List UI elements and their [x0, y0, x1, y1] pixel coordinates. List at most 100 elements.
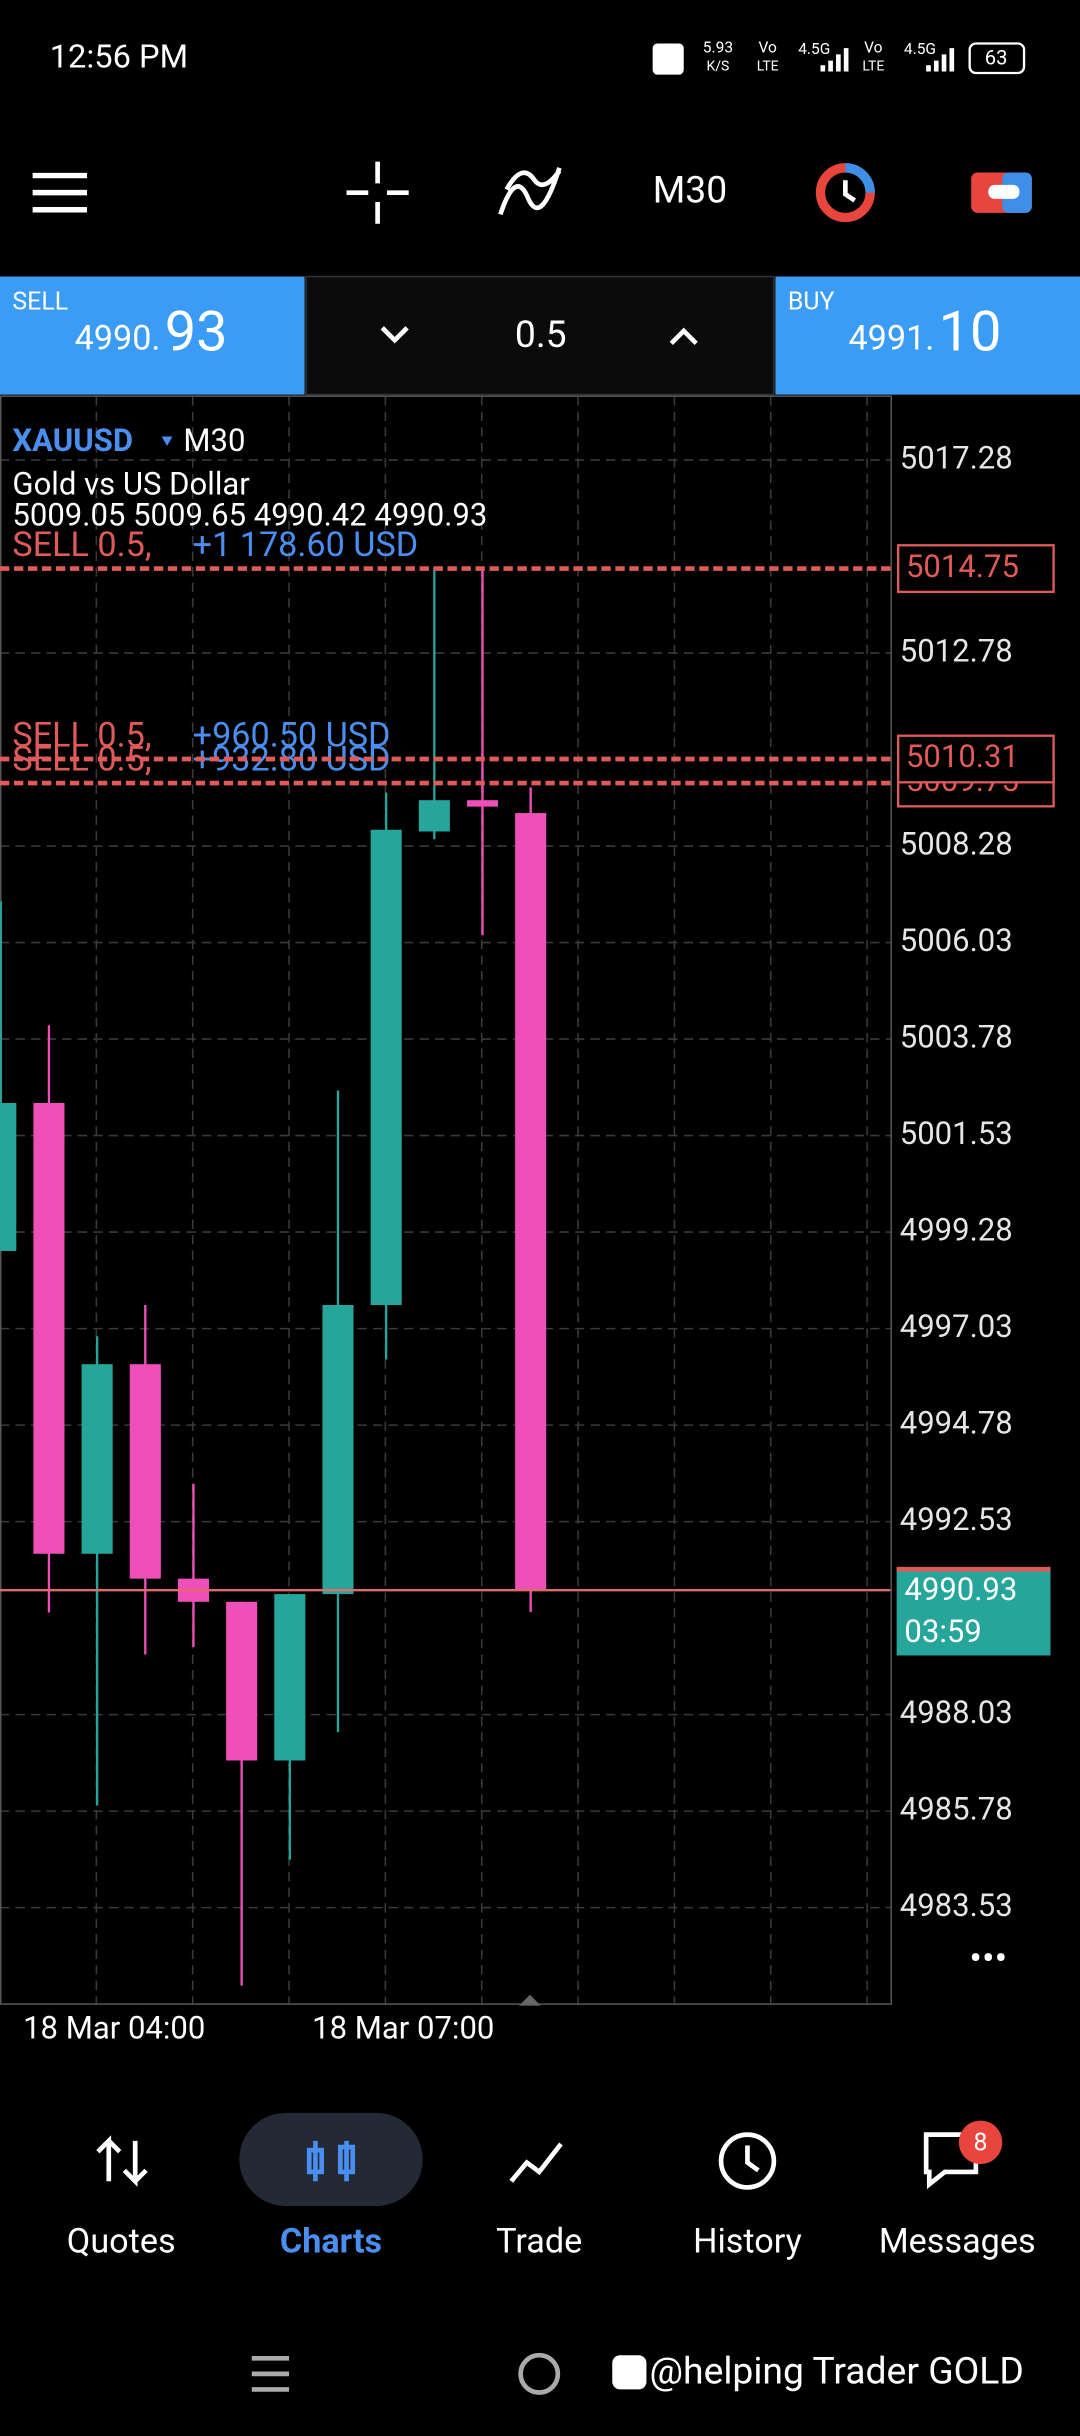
crosshair-icon[interactable] — [346, 161, 409, 224]
bottom-nav: 8 Quotes Charts Trade History Messages — [67, 2112, 1036, 2261]
signal — [926, 48, 955, 72]
y-tick-label: 4999.28 — [900, 1211, 1013, 1248]
y-tick-label: 4992.53 — [900, 1501, 1013, 1538]
candle-body — [0, 1102, 17, 1251]
charts-icon-part — [306, 2147, 324, 2175]
nfc-icon — [652, 43, 684, 75]
menu-icon[interactable] — [32, 172, 88, 213]
candle-body — [33, 1102, 65, 1554]
nav-label[interactable]: History — [693, 2221, 802, 2261]
candle-body — [81, 1364, 113, 1554]
y-tick-label: 5006.03 — [900, 922, 1013, 959]
trade-nav-icon — [509, 2142, 563, 2183]
candle-body — [274, 1594, 306, 1761]
current-price: 4990.93 — [904, 1571, 1017, 1608]
candle-body — [226, 1601, 258, 1761]
symbol-description: Gold vs US Dollar — [12, 465, 250, 502]
order-profit: +1 178.60 USD — [193, 525, 418, 565]
current-price-box — [896, 1566, 1051, 1656]
y-tick-label: 5017.28 — [900, 439, 1013, 476]
watermark: @helping Trader GOLD — [650, 2350, 1024, 2394]
trade-icon-part — [988, 184, 1020, 199]
order-label: SELL 0.5, — [12, 525, 151, 565]
candle-body — [129, 1364, 161, 1579]
chart-header: XAUUSD M30 Gold vs US Dollar 5009.05 500… — [12, 422, 487, 534]
order-price: 5010.31 — [906, 738, 1019, 775]
candle-body — [370, 829, 402, 1305]
indicator-icon[interactable] — [498, 167, 562, 216]
volume-box — [305, 275, 775, 396]
y-tick-label: 4994.78 — [900, 1404, 1013, 1441]
history-icon — [718, 2132, 777, 2190]
objects-icon-part — [845, 163, 875, 193]
more-icon[interactable]: ••• — [969, 1936, 1007, 1980]
y-tick-label: 4988.03 — [900, 1694, 1013, 1731]
chart-frame — [0, 395, 892, 2005]
sim-net: 4.5G — [798, 40, 830, 58]
nav-label[interactable]: Trade — [496, 2221, 582, 2261]
sell-button[interactable] — [0, 276, 305, 395]
candle-body — [515, 813, 547, 1591]
net-speed: 5.93 — [703, 38, 733, 56]
y-tick-label: 5008.28 — [900, 825, 1013, 862]
y-tick-label: 5003.78 — [900, 1018, 1013, 1055]
nav-label[interactable]: Quotes — [67, 2221, 176, 2261]
net-unit: K/S — [707, 58, 730, 74]
ohlc: 5009.05 5009.65 4990.42 4990.93 — [12, 497, 487, 534]
history-icon-hand — [745, 2145, 760, 2173]
y-tick-label: 4985.78 — [900, 1790, 1013, 1827]
current-price-top — [896, 1566, 1051, 1572]
facebook-icon — [612, 2355, 647, 2390]
sell-label: SELL — [12, 288, 68, 317]
clock: 12:56 PM — [50, 38, 188, 76]
order-price-box — [897, 544, 1055, 594]
candle-body — [418, 800, 450, 832]
symbol-dropdown — [161, 436, 173, 446]
home-button[interactable] — [518, 2352, 561, 2395]
battery-level: 63 — [985, 45, 1008, 69]
sim-vo: Vo — [864, 38, 883, 56]
nav-label[interactable]: Charts — [280, 2221, 382, 2261]
chart-timeframe: M30 — [183, 422, 245, 459]
order-price-box — [897, 734, 1055, 784]
sell-price-big: 93 — [165, 298, 228, 364]
scroll-handle[interactable] — [519, 1994, 541, 2006]
countdown: 03:59 — [904, 1613, 981, 1650]
sim-vo: Vo — [758, 38, 777, 56]
order-price: 5014.75 — [906, 548, 1019, 585]
timeframe-button[interactable]: M30 — [653, 168, 727, 212]
recent-apps[interactable] — [251, 2355, 290, 2392]
buy-button[interactable] — [775, 276, 1080, 395]
battery — [968, 42, 1026, 75]
order-label: SELL 0.5, — [12, 715, 151, 755]
order-profit: +960.50 USD — [193, 715, 391, 755]
y-tick-label: 4997.03 — [900, 1308, 1013, 1345]
volume-up[interactable] — [669, 327, 698, 345]
sim-lte: LTE — [862, 58, 884, 74]
sell-price-main: 4990. — [75, 318, 161, 358]
x-tick-label: 18 Mar 04:00 — [23, 2010, 205, 2047]
sim-lte: LTE — [757, 58, 779, 74]
volume[interactable]: 0.5 — [515, 313, 567, 357]
badge — [958, 2120, 1003, 2165]
signal — [820, 48, 849, 72]
candle-body — [322, 1305, 354, 1595]
buy-label: BUY — [788, 288, 835, 317]
nav-label[interactable]: Messages — [879, 2221, 1036, 2261]
y-tick-label: 5001.53 — [900, 1115, 1013, 1152]
buy-price-big: 10 — [939, 298, 1002, 364]
quotes-icon — [96, 2135, 148, 2187]
chart: 4983.53 4985.78 4988.03 4992.53 4994.78 4997.… — [0, 395, 1055, 2047]
symbol[interactable]: XAUUSD — [12, 422, 133, 459]
volume-down[interactable] — [380, 326, 409, 344]
sim-net: 4.5G — [904, 40, 936, 58]
badge-count: 8 — [974, 2128, 988, 2157]
objects-icon-hand — [843, 180, 856, 203]
active-pill — [239, 2112, 423, 2207]
charts-icon-part — [337, 2144, 356, 2175]
x-tick-label: 18 Mar 07:00 — [312, 2010, 494, 2047]
y-tick-label: 5012.78 — [900, 632, 1013, 669]
y-tick-label: 4983.53 — [900, 1887, 1013, 1924]
